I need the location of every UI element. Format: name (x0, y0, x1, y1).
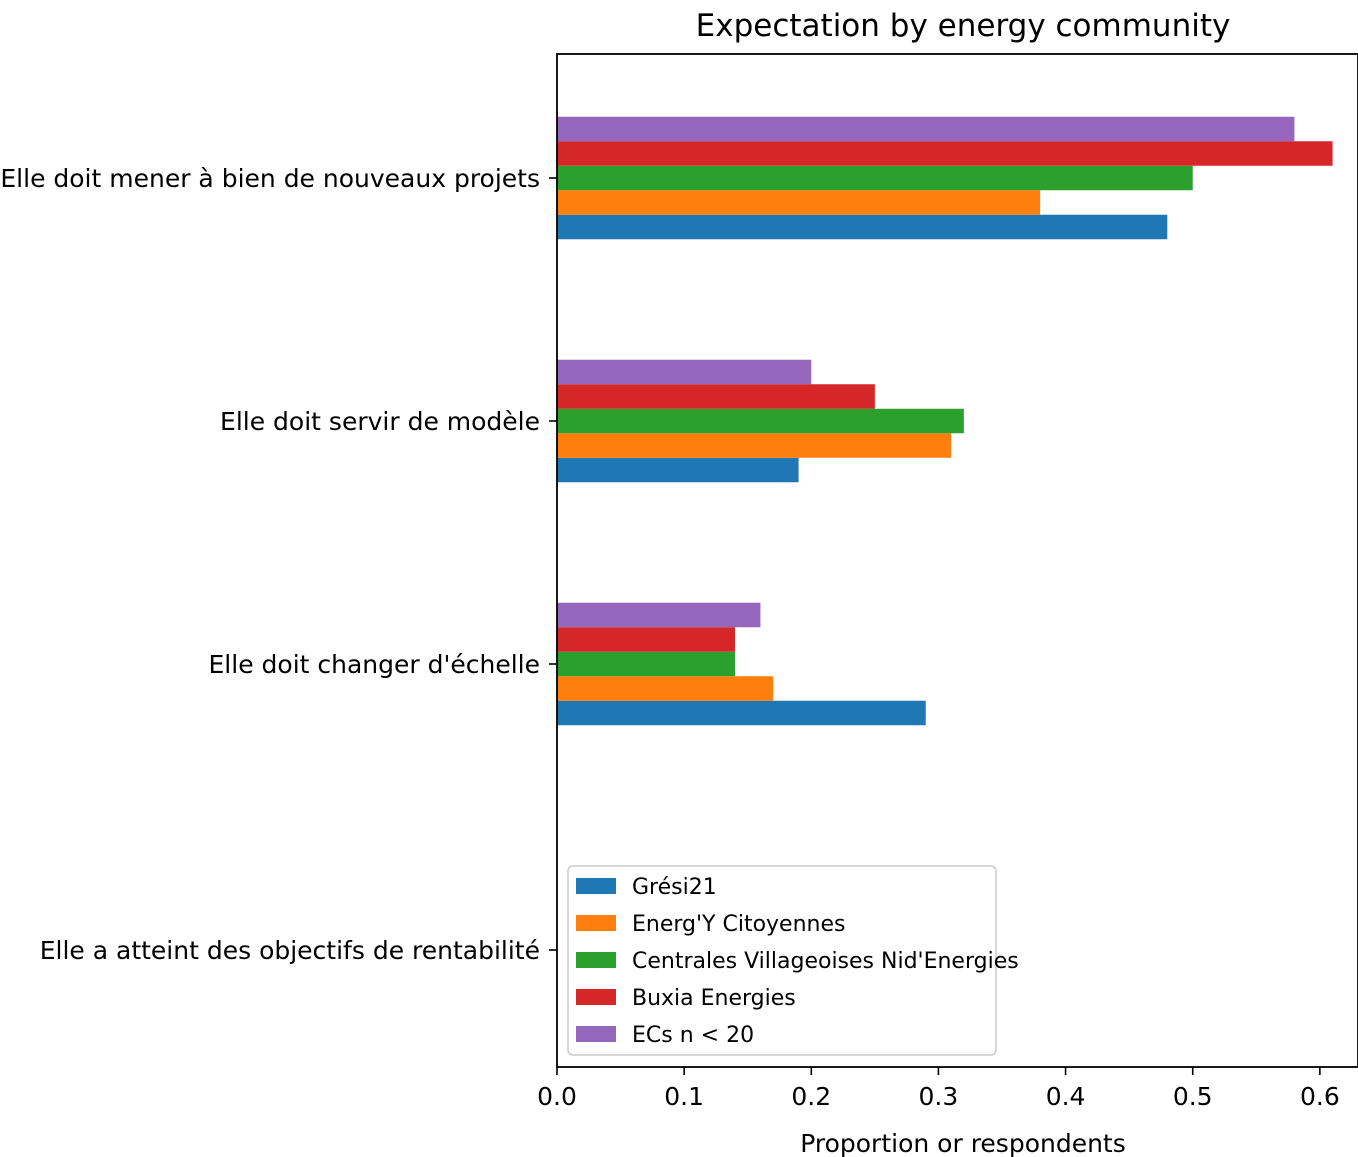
bar-gr-si21 (557, 700, 926, 726)
legend: Grési21 Energ'Y Citoyennes Centrales Villa… (567, 865, 1019, 1056)
bar-buxia-energies (557, 627, 735, 652)
plot-frame (556, 53, 1358, 1068)
legend-entry: Grési21 (632, 875, 717, 900)
bar-energ-y-citoyennes (557, 676, 774, 701)
y-tick-label: Elle doit changer d'échelle (209, 650, 540, 679)
y-tick-label: Elle a atteint des objectifs de rentabil… (40, 936, 540, 965)
legend-swatch (576, 1026, 616, 1042)
y-tick-label: Elle doit mener à bien de nouveaux proje… (0, 164, 540, 193)
bar-buxia-energies (557, 384, 875, 409)
bar-ecs-n-20 (557, 602, 761, 628)
bar-centrales-villageoises-nid-energies (557, 651, 735, 677)
legend-entry: Buxia Energies (632, 986, 796, 1011)
chart-title: Expectation by energy community (696, 8, 1231, 44)
bar-ecs-n-20 (557, 359, 812, 385)
bar-ecs-n-20 (557, 116, 1295, 142)
legend-frame (567, 865, 997, 1056)
legend-swatch (576, 915, 616, 931)
bar-centrales-villageoises-nid-energies (557, 165, 1193, 191)
bar-energ-y-citoyennes (557, 433, 952, 458)
legend-swatch (576, 952, 616, 968)
x-axis-label: Proportion or respondents (800, 1129, 1126, 1157)
x-tick-label: 0.1 (664, 1082, 704, 1111)
x-tick-label: 0.6 (1300, 1082, 1340, 1111)
y-tick-label: Elle doit servir de modèle (220, 407, 540, 436)
x-tick-label: 0.3 (919, 1082, 959, 1111)
legend-swatch (576, 878, 616, 894)
bars-group (557, 116, 1333, 726)
bar-centrales-villageoises-nid-energies (557, 408, 964, 434)
bar-gr-si21 (557, 457, 799, 483)
x-tick-label: 0.4 (1046, 1082, 1086, 1111)
bar-gr-si21 (557, 214, 1168, 240)
legend-entry: Centrales Villageoises Nid'Energies (632, 949, 1019, 974)
x-tick-label: 0.0 (537, 1082, 577, 1111)
legend-swatch (576, 989, 616, 1005)
bar-energ-y-citoyennes (557, 190, 1041, 215)
axes-group: 0.0 0.1 0.2 0.3 0.4 0.5 0.6 Elle doit mener à b… (0, 53, 1358, 1111)
x-tick-label: 0.2 (791, 1082, 831, 1111)
bar-buxia-energies (557, 141, 1333, 166)
legend-entry: ECs n < 20 (632, 1023, 754, 1048)
legend-entry: Energ'Y Citoyennes (632, 912, 845, 937)
x-tick-label: 0.5 (1173, 1082, 1213, 1111)
